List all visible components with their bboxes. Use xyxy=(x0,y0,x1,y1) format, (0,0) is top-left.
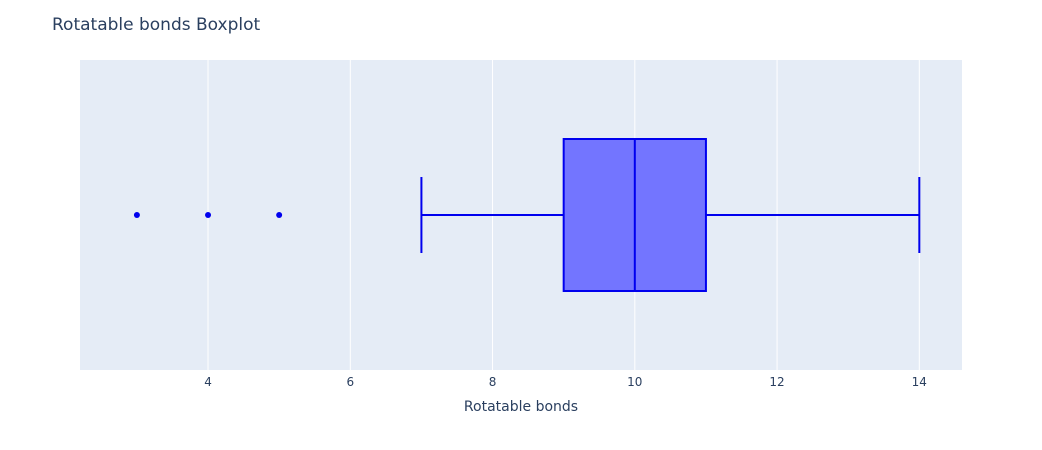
x-axis-ticks: 4 6 8 10 12 14 xyxy=(204,375,927,389)
x-tick-label-8: 8 xyxy=(489,375,497,389)
outlier-point-0 xyxy=(133,212,140,218)
box-trace xyxy=(133,138,921,292)
outlier-point-2 xyxy=(276,212,283,218)
x-tick-label-14: 14 xyxy=(912,375,927,389)
x-axis-title: Rotatable bonds xyxy=(464,399,578,415)
x-tick-label-4: 4 xyxy=(204,375,212,389)
x-tick-label-10: 10 xyxy=(627,375,642,389)
chart-title: Rotatable bonds Boxplot xyxy=(52,15,261,35)
x-tick-label-6: 6 xyxy=(346,375,354,389)
outlier-point-1 xyxy=(205,212,212,218)
x-tick-label-12: 12 xyxy=(769,375,784,389)
